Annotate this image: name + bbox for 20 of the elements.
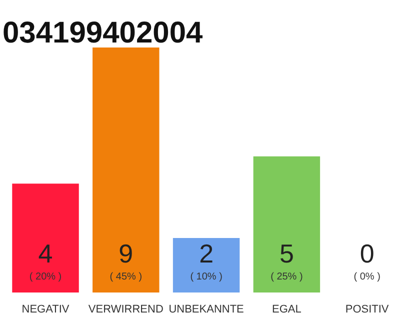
annotation: ( 10% ) xyxy=(190,272,222,282)
data-label: 9 xyxy=(118,238,134,268)
x-tick-label: UNBEKANNTE xyxy=(168,304,244,316)
data-label: 0 xyxy=(360,238,374,268)
bar xyxy=(172,238,240,292)
bar xyxy=(12,184,79,292)
data-label: 4 xyxy=(38,238,53,268)
data-label: 5 xyxy=(279,238,294,268)
chart-title: 034199402004 xyxy=(2,16,204,50)
x-tick-label: NEGATIV xyxy=(22,304,70,316)
bar xyxy=(92,48,160,292)
annotation: ( 45% ) xyxy=(110,272,142,282)
x-tick-label: EGAL xyxy=(272,304,302,316)
x-tick-label: VERWIRREND xyxy=(88,304,164,316)
annotation: ( 0% ) xyxy=(354,272,380,282)
data-label: 2 xyxy=(199,238,214,268)
annotation: ( 20% ) xyxy=(29,272,62,282)
annotation: ( 25% ) xyxy=(270,272,303,282)
bar xyxy=(253,156,320,292)
x-tick-label: POSITIV xyxy=(345,304,390,316)
